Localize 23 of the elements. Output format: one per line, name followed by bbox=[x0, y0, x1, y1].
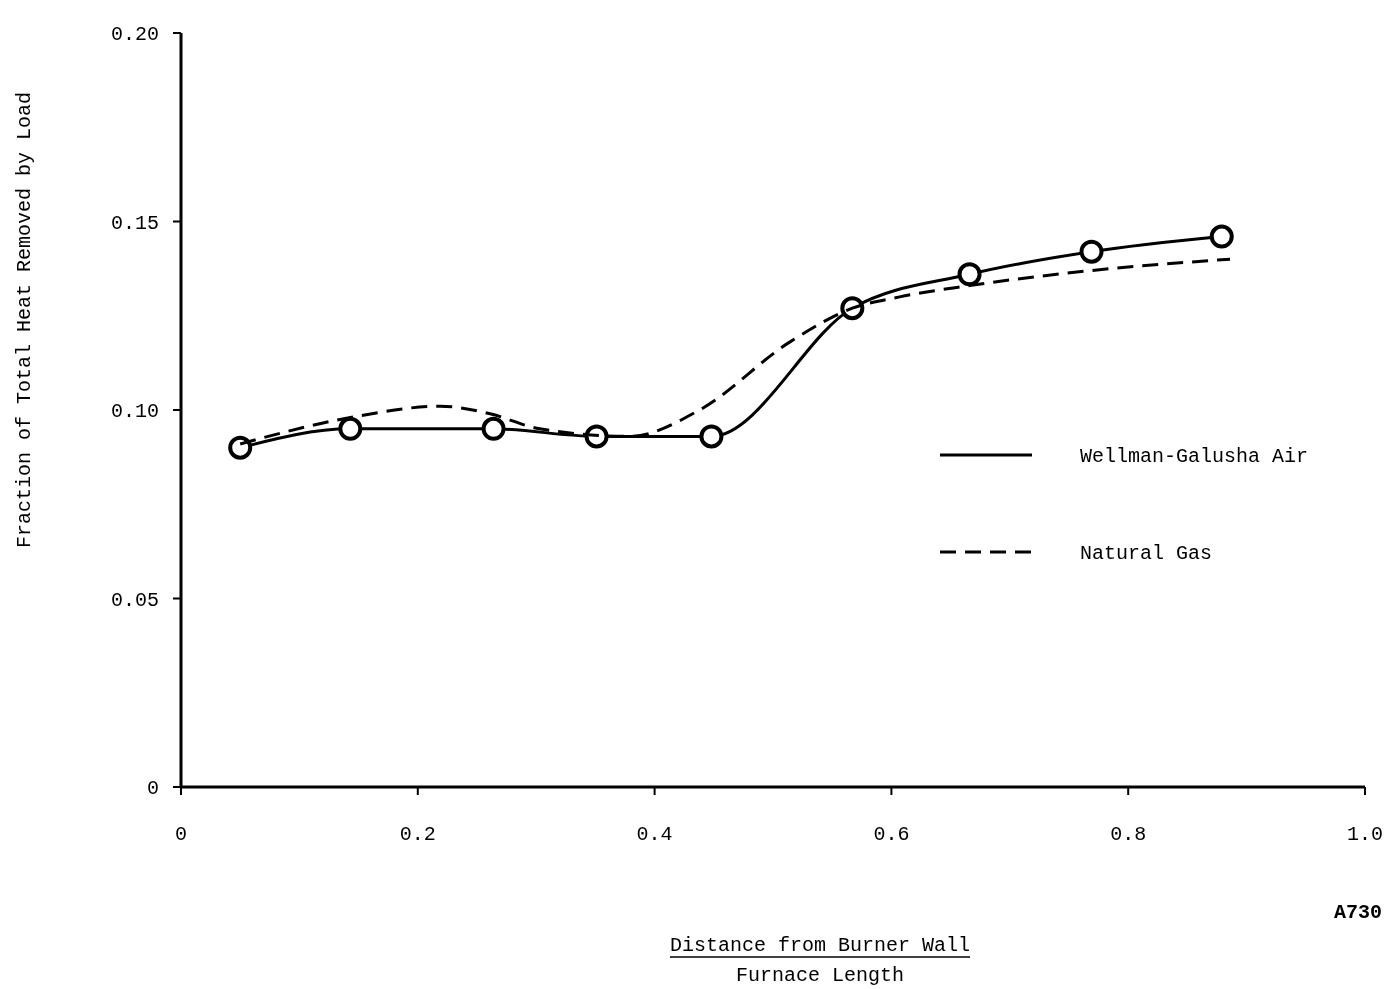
y-tick-label: 0.10 bbox=[110, 400, 159, 423]
point bbox=[1209, 224, 1234, 249]
point bbox=[699, 424, 724, 449]
point bbox=[481, 416, 506, 441]
point bbox=[228, 435, 253, 460]
x-tick-label: 0.6 bbox=[873, 823, 910, 846]
y-tick-label: 0.05 bbox=[110, 588, 159, 612]
point bbox=[1079, 239, 1104, 264]
text: A730 bbox=[1333, 901, 1382, 924]
x-tick-label: 0.4 bbox=[636, 823, 673, 846]
y-tick-label: 0.15 bbox=[110, 211, 159, 235]
x-axis-title: Distance from Burner Wall Furnace Length bbox=[669, 934, 971, 987]
point bbox=[957, 262, 982, 287]
y-axis-title: Fraction of Total Heat Removed by Load bbox=[13, 91, 36, 549]
point bbox=[338, 416, 363, 441]
x-tick-label: 0 bbox=[174, 823, 188, 846]
y-tick-label: 0.20 bbox=[110, 23, 159, 46]
x-tick-label: 1.0 bbox=[1346, 823, 1384, 846]
x-tick-label: 0.2 bbox=[399, 823, 436, 846]
x-tick-label: 0.8 bbox=[1110, 823, 1147, 846]
y-tick-label: 0 bbox=[146, 777, 159, 800]
legend-label: Wellman-Galusha Air bbox=[1080, 445, 1309, 468]
legend-label: Natural Gas bbox=[1080, 542, 1213, 565]
